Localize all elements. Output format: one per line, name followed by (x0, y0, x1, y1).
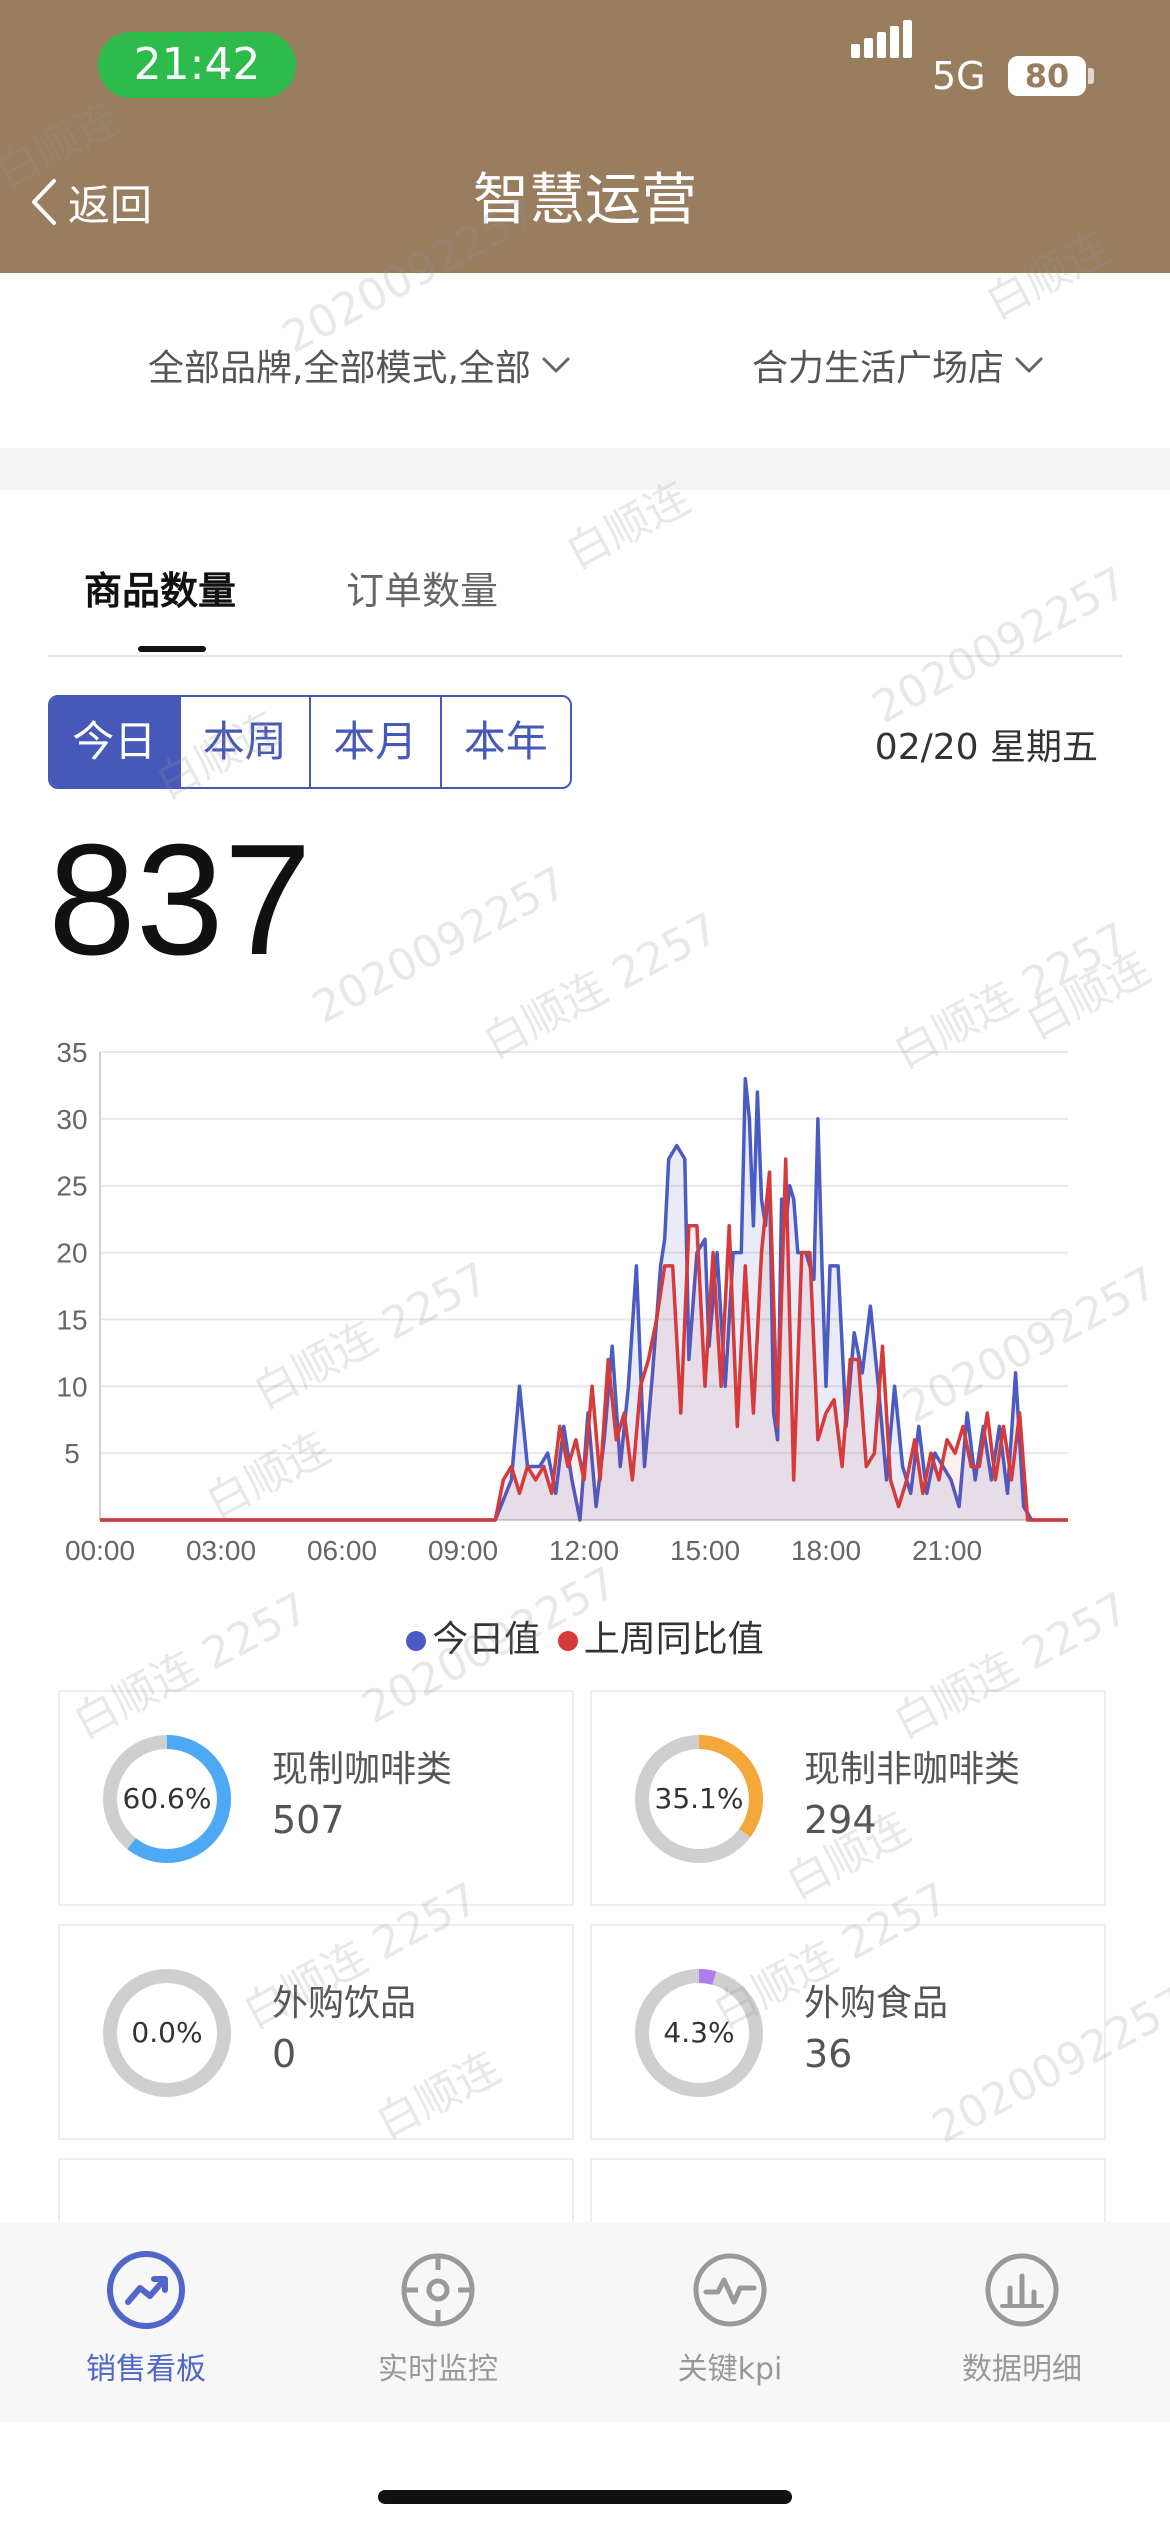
category-card[interactable]: 4.3% 外购食品 36 (590, 1924, 1106, 2140)
donut-ring (635, 1969, 763, 2097)
chevron-left-icon (32, 179, 56, 225)
category-name: 现制非咖啡类 (804, 1749, 1021, 1790)
chevron-down-icon (1015, 357, 1043, 373)
period-selector: 今日 本周 本月 本年 (48, 695, 572, 789)
series-line-last-week (100, 1157, 1068, 1522)
chart-legend: 今日值 上周同比值 (0, 1610, 1170, 1662)
legend-label-today: 今日值 (432, 1619, 541, 1660)
tab-product-count[interactable]: 商品数量 (84, 569, 237, 613)
category-value: 0 (272, 2032, 297, 2076)
x-tick-label: 03:00 (186, 1535, 256, 1566)
x-tick-label: 09:00 (428, 1535, 498, 1566)
y-tick-label: 15 (56, 1304, 87, 1335)
back-label: 返回 (68, 180, 153, 230)
active-tab-indicator (138, 646, 206, 652)
category-card[interactable]: 60.6% 现制咖啡类 507 (58, 1690, 574, 1906)
tabs-divider (48, 655, 1122, 657)
line-chart: 5 10 15 20 25 30 35 00:00 03:00 06:00 09:00 12:00 15… (56, 1037, 1068, 1566)
legend-dot-today (406, 1631, 427, 1651)
legend-label-last-week: 上周同比值 (583, 1619, 764, 1660)
period-today-button[interactable]: 今日 (50, 697, 179, 787)
home-indicator (378, 2490, 792, 2504)
legend-dot-last-week (557, 1631, 578, 1651)
category-name: 外购饮品 (272, 1983, 417, 2024)
x-tick-label: 12:00 (549, 1535, 619, 1566)
donut-ring (103, 1969, 231, 2097)
x-tick-label: 06:00 (307, 1535, 377, 1566)
donut-ring (103, 1735, 231, 1863)
tab-data-details[interactable]: 数据明细 (907, 2250, 1137, 2388)
section-divider (0, 448, 1170, 490)
pulse-icon (693, 2253, 767, 2327)
battery-icon: 80 (1008, 56, 1086, 96)
y-tick-label: 5 (64, 1438, 80, 1469)
x-tick-label: 00:00 (65, 1535, 135, 1566)
y-tick-label: 20 (56, 1238, 87, 1269)
category-percent: 35.1% (654, 1782, 744, 1815)
series-area-1 (100, 1159, 1068, 1520)
chevron-down-icon (542, 357, 570, 373)
store-filter-dropdown[interactable]: 合力生活广场店 (752, 339, 1044, 391)
x-tick-label: 18:00 (791, 1535, 861, 1566)
network-label: 5G (932, 54, 986, 98)
category-name: 现制咖啡类 (272, 1749, 453, 1790)
filter-bar: 全部品牌,全部模式,全部 合力生活广场店 (0, 273, 1170, 448)
donut-ring (635, 1735, 763, 1863)
period-month-button[interactable]: 本月 (309, 697, 440, 787)
x-tick-label: 21:00 (912, 1535, 982, 1566)
period-year-button[interactable]: 本年 (439, 697, 571, 787)
x-tick-label: 15:00 (670, 1535, 740, 1566)
tab-realtime-monitor[interactable]: 实时监控 (323, 2250, 553, 2388)
bar-chart-icon (985, 2253, 1059, 2327)
bottom-tab-bar: 销售看板 实时监控 关键kpi (0, 2222, 1170, 2422)
category-name: 外购食品 (804, 1983, 949, 2024)
y-tick-label: 30 (56, 1104, 87, 1135)
date-label: 02/20 星期五 (874, 727, 1098, 768)
tab-key-kpi[interactable]: 关键kpi (615, 2250, 845, 2388)
tab-sales-dashboard-label: 销售看板 (86, 2352, 206, 2387)
tab-key-kpi-label: 关键kpi (677, 2352, 783, 2387)
tab-realtime-monitor-label: 实时监控 (378, 2352, 498, 2387)
y-tick-label: 10 (56, 1371, 87, 1402)
tab-data-details-label: 数据明细 (962, 2352, 1082, 2387)
brand-filter-label: 全部品牌,全部模式,全部 (148, 348, 531, 389)
total-count: 837 (48, 812, 312, 988)
watermark-text: 2020092257 (304, 857, 576, 1034)
crosshair-icon (401, 2253, 475, 2327)
watermark-text: 2020092257 (864, 557, 1136, 734)
battery-tip (1088, 68, 1094, 84)
brand-filter-dropdown[interactable]: 全部品牌,全部模式,全部 (148, 339, 571, 391)
category-card[interactable]: 35.1% 现制非咖啡类 294 (590, 1690, 1106, 1906)
category-percent: 0.0% (131, 2016, 203, 2049)
period-week-button[interactable]: 本周 (178, 697, 310, 787)
header: 21:42 5G 80 返回 智慧运营 (0, 0, 1170, 273)
y-tick-label: 35 (56, 1037, 87, 1068)
category-card[interactable]: 0.0% 外购饮品 0 (58, 1924, 574, 2140)
trend-up-icon (107, 2251, 185, 2329)
tab-sales-dashboard[interactable]: 销售看板 (31, 2250, 261, 2388)
store-filter-label: 合力生活广场店 (752, 348, 1005, 389)
category-percent: 4.3% (663, 2016, 735, 2049)
back-button[interactable]: 返回 (26, 170, 152, 234)
category-value: 294 (804, 1798, 877, 1842)
category-value: 36 (804, 2032, 853, 2076)
category-percent: 60.6% (122, 1782, 212, 1815)
status-time: 21:42 (98, 32, 296, 98)
tab-order-count[interactable]: 订单数量 (346, 569, 499, 613)
page-title: 智慧运营 (473, 168, 697, 233)
y-tick-label: 25 (56, 1171, 87, 1202)
category-value: 507 (272, 1798, 345, 1842)
